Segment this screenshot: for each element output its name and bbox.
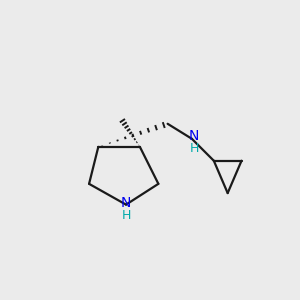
Text: H: H bbox=[121, 209, 131, 222]
Text: N: N bbox=[121, 196, 131, 210]
Text: N: N bbox=[189, 130, 200, 143]
Text: H: H bbox=[190, 142, 199, 154]
